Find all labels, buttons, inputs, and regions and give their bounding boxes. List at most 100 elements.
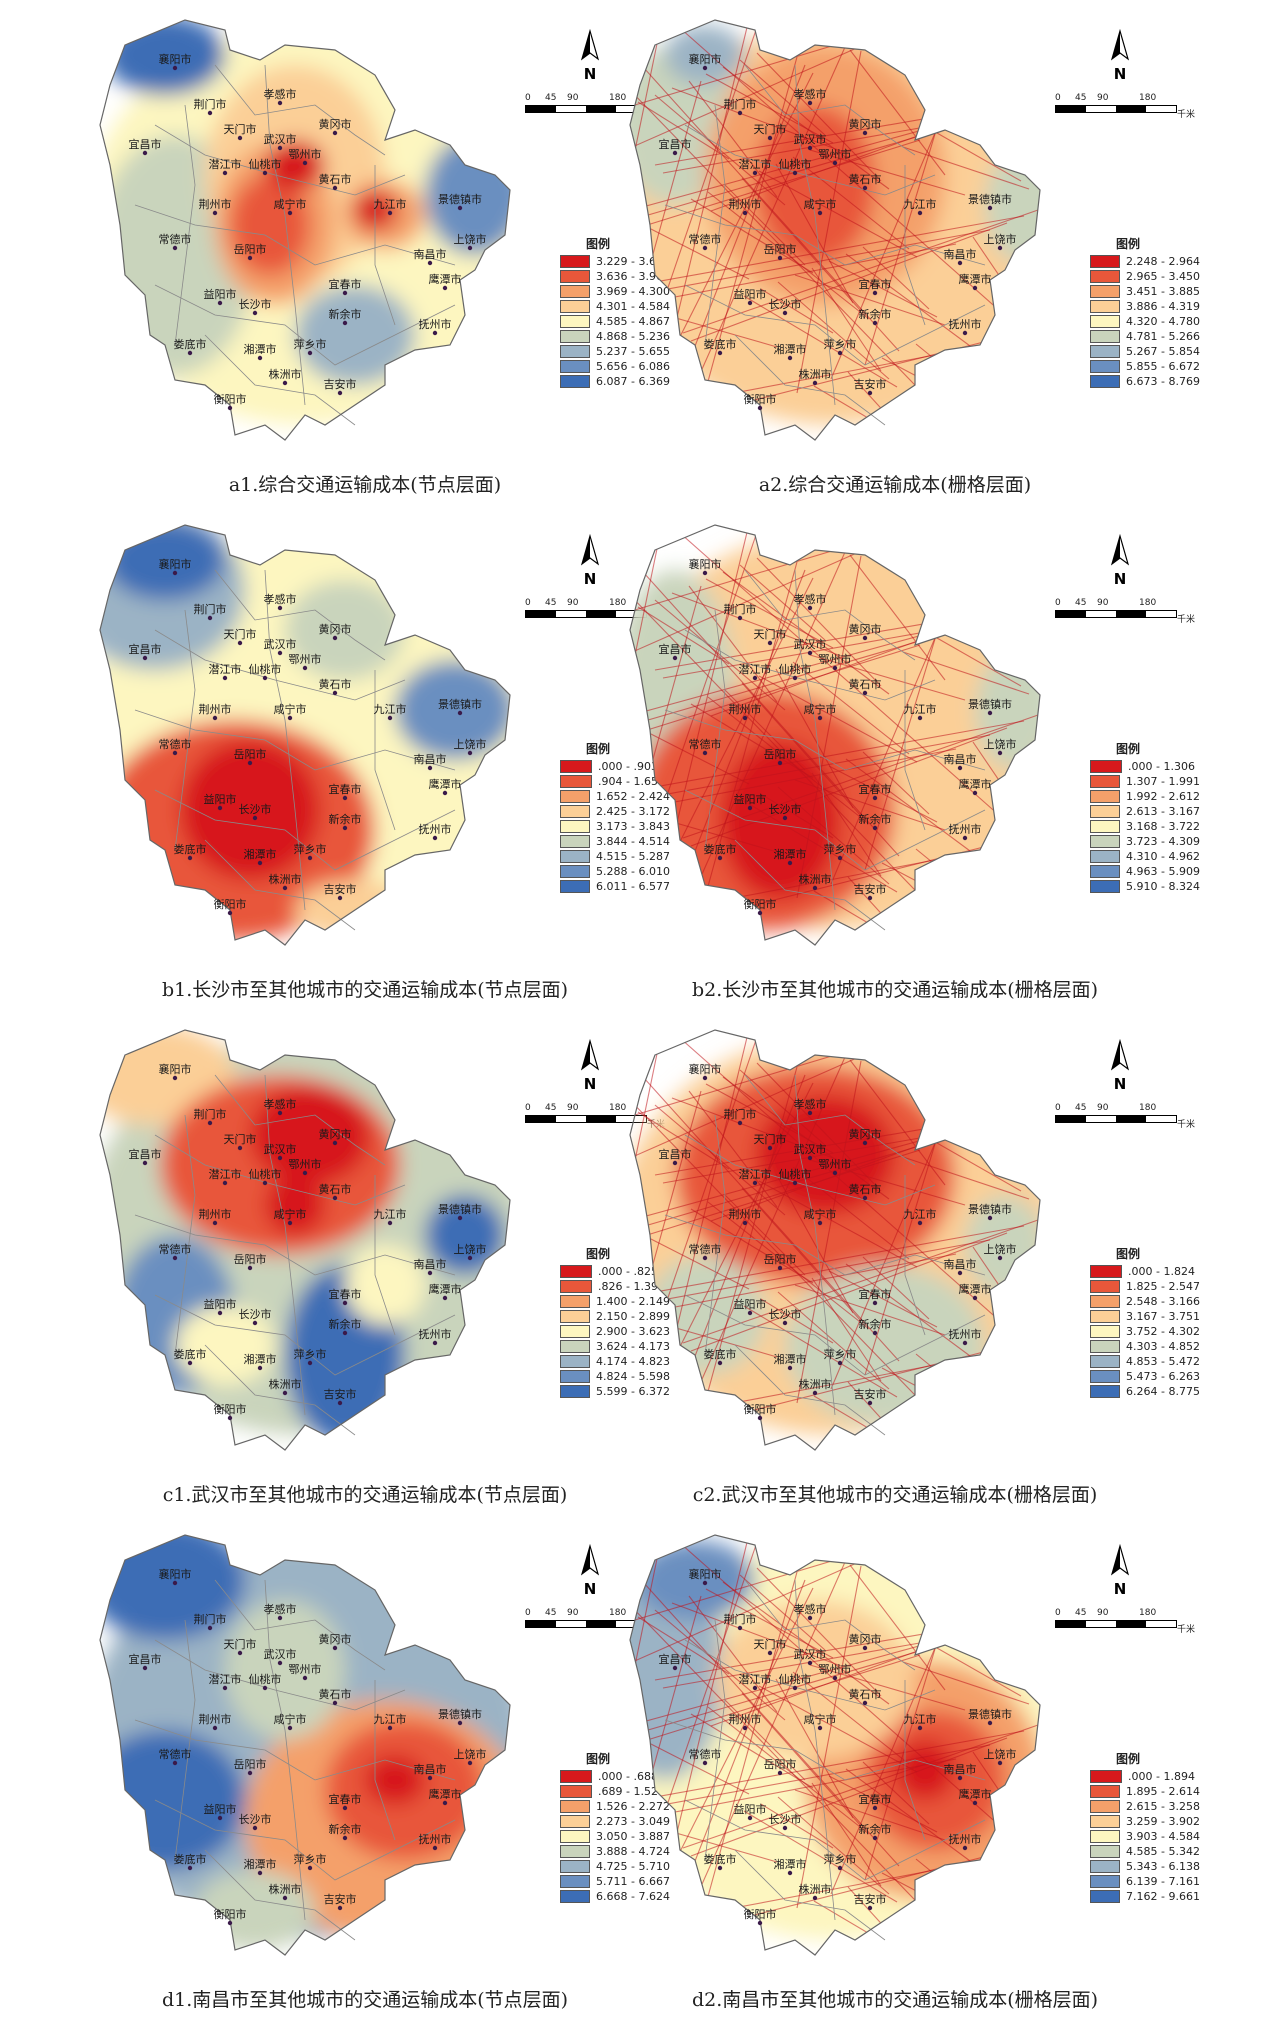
legend-label: 2.613 - 3.167 xyxy=(1126,805,1200,818)
city-label: 黄冈市 xyxy=(319,622,352,636)
legend-item: 2.615 - 3.258 xyxy=(1090,1799,1200,1814)
road-line xyxy=(741,1187,862,1322)
city-boundary xyxy=(664,1719,986,1781)
legend: 图例 3.229 - 3.635 3.636 - 3.968 3.969 - 4.30… xyxy=(560,235,670,389)
legend: 图例 .000 - 1.894 1.895 - 2.614 2.615 - 3.258… xyxy=(1090,1750,1200,1904)
legend-item: 4.320 - 4.780 xyxy=(1090,314,1200,329)
legend-label: 6.087 - 6.369 xyxy=(596,375,670,388)
legend-title: 图例 xyxy=(1116,1752,1141,1766)
region-outline xyxy=(99,1029,511,1451)
road-line xyxy=(630,720,1025,793)
road-line xyxy=(637,1111,730,1170)
city-label: 鄂州市 xyxy=(819,1662,852,1676)
city-dot xyxy=(332,1645,338,1651)
city-dot xyxy=(252,815,258,821)
city-dot xyxy=(782,1320,788,1326)
scale-bar: 0 45 90 180 千米 xyxy=(1055,93,1195,120)
city-boundary xyxy=(744,569,916,661)
legend-item: 4.174 - 4.823 xyxy=(560,1354,670,1369)
scale-tick: 180 xyxy=(1139,1608,1157,1618)
legend-swatch xyxy=(560,285,591,298)
legend-label: 4.515 - 5.287 xyxy=(596,850,670,863)
city-label: 仙桃市 xyxy=(779,157,812,171)
city-dot xyxy=(442,1295,448,1301)
city-dot xyxy=(837,1865,843,1871)
city-label: 荆门市 xyxy=(194,602,227,616)
legend-item: 3.723 - 4.309 xyxy=(1090,834,1200,849)
city-dot xyxy=(962,1845,968,1851)
city-dot xyxy=(747,1310,753,1316)
city-label: 宜春市 xyxy=(329,277,362,291)
city-label: 鹰潭市 xyxy=(959,777,992,791)
road-line xyxy=(630,1716,750,1795)
legend-label: .000 - .688 xyxy=(598,1770,658,1783)
legend-swatch xyxy=(560,1875,591,1888)
legend-label: 3.723 - 4.309 xyxy=(1126,835,1200,848)
city-dot xyxy=(457,1720,463,1726)
city-label: 天门市 xyxy=(224,627,257,641)
road-line xyxy=(630,531,900,857)
city-label: 萍乡市 xyxy=(294,1347,327,1361)
city-dot xyxy=(787,1870,793,1876)
city-dot xyxy=(442,790,448,796)
road-line xyxy=(637,606,730,665)
scale-bar: 0 45 90 180 千米 xyxy=(1055,1608,1195,1635)
road-line xyxy=(642,1253,957,1314)
city-label: 黄石市 xyxy=(319,677,352,691)
road-line xyxy=(792,1671,910,1765)
city-dot xyxy=(767,135,773,141)
cost-zone xyxy=(635,1540,755,1620)
legend-swatch xyxy=(560,300,591,313)
road-line xyxy=(794,274,946,326)
city-dot xyxy=(212,1220,218,1226)
legend-item: 5.288 - 6.010 xyxy=(560,864,670,879)
city-dot xyxy=(787,355,793,361)
city-dot xyxy=(237,1145,243,1151)
north-label: N xyxy=(584,1580,597,1598)
legend-swatch xyxy=(560,270,591,283)
road-line xyxy=(630,1036,900,1362)
road-line xyxy=(682,1723,1040,1849)
city-dot xyxy=(342,825,348,831)
city-dot xyxy=(332,185,338,191)
city-dot xyxy=(862,690,868,696)
panel-caption: a2.综合交通运输成本(栅格层面) xyxy=(758,474,1032,496)
road-line xyxy=(951,1030,1040,1062)
road-line xyxy=(758,1180,918,1268)
city-dot xyxy=(442,285,448,291)
city-label: 上饶市 xyxy=(454,737,487,751)
city-label: 景德镇市 xyxy=(438,1202,482,1216)
city-dot xyxy=(467,1255,473,1261)
city-dot xyxy=(257,1870,263,1876)
scale-tick: 45 xyxy=(1075,1608,1087,1618)
city-boundary xyxy=(734,1849,886,1941)
road-line xyxy=(792,156,910,250)
city-label: 益阳市 xyxy=(204,1802,237,1816)
legend-swatch xyxy=(1090,1830,1121,1843)
road-line xyxy=(705,73,834,144)
city-label: 仙桃市 xyxy=(779,1167,812,1181)
legend-swatch xyxy=(560,790,591,803)
north-arrow-icon: N xyxy=(1100,1038,1140,1095)
city-label: 咸宁市 xyxy=(804,1207,837,1221)
city-dot xyxy=(872,290,878,296)
city-label: 南昌市 xyxy=(414,247,447,261)
city-label: 景德镇市 xyxy=(968,1202,1012,1216)
city-label: 长沙市 xyxy=(769,297,802,311)
city-label: 上饶市 xyxy=(984,1747,1017,1761)
city-label: 湘潭市 xyxy=(774,342,807,356)
city-label: 萍乡市 xyxy=(824,1852,857,1866)
city-dot xyxy=(737,1625,743,1631)
city-dot xyxy=(332,635,338,641)
city-label: 衡阳市 xyxy=(744,1402,777,1416)
city-dot xyxy=(987,1215,993,1221)
city-dot xyxy=(427,1270,433,1276)
road-line xyxy=(707,1201,870,1330)
city-boundary xyxy=(134,1719,456,1781)
city-dot xyxy=(717,855,723,861)
city-dot xyxy=(427,1775,433,1781)
city-dot xyxy=(282,1895,288,1901)
city-dot xyxy=(247,1265,253,1271)
city-label: 益阳市 xyxy=(734,792,767,806)
